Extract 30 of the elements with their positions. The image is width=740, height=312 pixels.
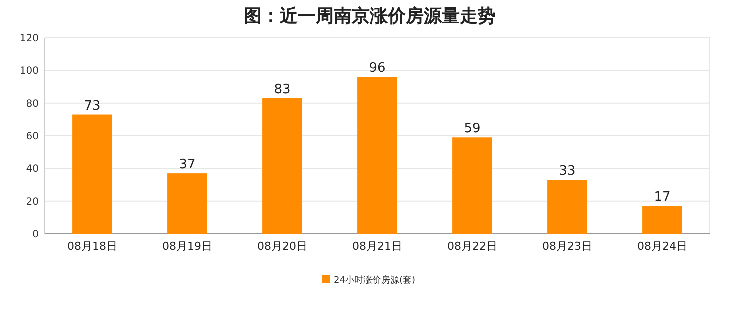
x-tick-label: 08月20日 — [258, 240, 308, 253]
data-label: 33 — [559, 164, 576, 180]
bar — [168, 174, 208, 234]
x-tick-label: 08月22日 — [448, 240, 498, 253]
x-tick-label: 08月18日 — [68, 240, 118, 253]
y-tick-label: 80 — [26, 98, 39, 110]
y-tick-label: 40 — [26, 164, 39, 176]
data-label: 96 — [369, 61, 386, 76]
bar — [72, 114, 112, 234]
x-tick-label: 08月24日 — [638, 240, 688, 253]
y-tick-label: 0 — [32, 230, 39, 240]
data-label: 83 — [274, 82, 291, 98]
bar — [262, 98, 302, 234]
y-tick-label: 20 — [26, 196, 39, 208]
bar — [548, 180, 588, 234]
data-label: 17 — [654, 190, 671, 206]
y-tick-label: 100 — [20, 66, 39, 78]
bar — [452, 138, 492, 234]
x-tick-label: 08月19日 — [162, 240, 212, 253]
bar — [642, 206, 682, 234]
chart-title: 图：近一周南京涨价房源量走势 — [244, 6, 496, 27]
legend-label: 24小时涨价房源(套) — [334, 275, 416, 286]
data-label: 59 — [464, 122, 481, 137]
y-tick-label: 60 — [26, 132, 39, 142]
x-tick-label: 08月21日 — [352, 240, 402, 253]
y-tick-label: 120 — [20, 34, 39, 44]
bar — [358, 77, 398, 234]
x-tick-label: 08月23日 — [542, 240, 592, 253]
data-label: 73 — [84, 98, 101, 114]
data-label: 37 — [179, 158, 196, 173]
